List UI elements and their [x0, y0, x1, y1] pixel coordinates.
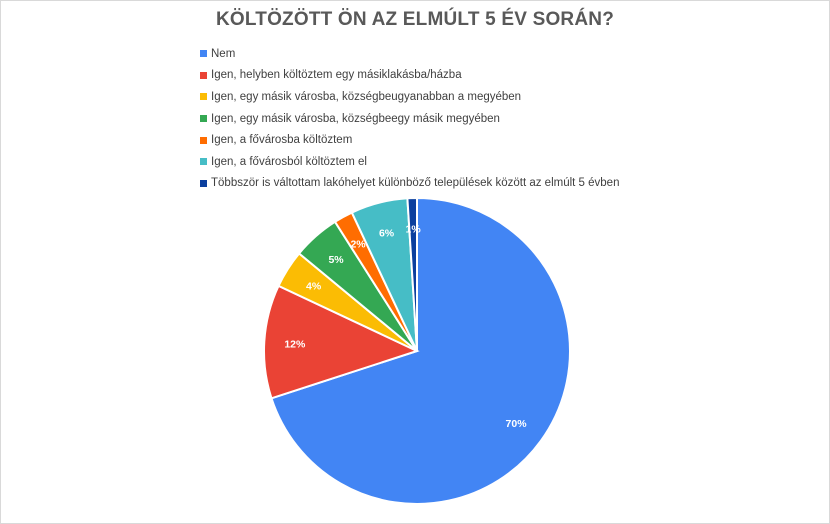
legend-item: Igen, a fővárosból költöztem el	[200, 151, 619, 173]
slice-data-label: 70%	[506, 418, 528, 430]
pie-slice	[263, 284, 420, 400]
legend-item: Többször is váltottam lakóhelyet különbö…	[200, 173, 619, 195]
pie-slice	[270, 196, 571, 505]
slice-data-label: 2%	[350, 239, 366, 251]
legend-label: Igen, egy másik városba, községbeegy más…	[211, 112, 500, 125]
legend-swatch	[200, 136, 207, 144]
legend: Nem Igen, helyben költöztem egy másiklaká…	[200, 43, 619, 194]
slice-data-label: 5%	[328, 254, 344, 266]
slice-data-label: 6%	[379, 227, 395, 239]
legend-item: Igen, a fővárosba költöztem	[200, 129, 619, 151]
legend-item: Igen, egy másik városba, községbeugyanab…	[200, 86, 619, 108]
slice-data-label: 1%	[406, 224, 422, 236]
legend-label: Igen, a fővárosból költöztem el	[211, 155, 367, 168]
legend-label: Nem	[211, 47, 236, 60]
legend-label: Igen, a fővárosba költöztem	[211, 134, 353, 147]
slice-data-label: 4%	[306, 280, 322, 292]
legend-item: Igen, helyben költöztem egy másiklakásba…	[200, 65, 619, 87]
legend-swatch	[200, 158, 207, 166]
legend-swatch	[200, 50, 207, 58]
slice-data-label: 12%	[284, 338, 306, 350]
legend-label: Igen, helyben költöztem egy másiklakásba…	[211, 69, 462, 82]
legend-item: Nem	[200, 43, 619, 65]
legend-swatch	[200, 179, 207, 187]
legend-label: Igen, egy másik városba, községbeugyanab…	[211, 90, 522, 103]
legend-swatch	[200, 115, 207, 123]
legend-label: Többször is váltottam lakóhelyet különbö…	[211, 177, 620, 190]
chart-title: KÖLTÖZÖTT ÖN AZ ELMÚLT 5 ÉV SORÁN?	[215, 9, 615, 30]
pie-slice	[406, 196, 418, 352]
legend-swatch	[200, 71, 207, 79]
legend-item: Igen, egy másik városba, községbeegy más…	[200, 108, 619, 130]
legend-swatch	[200, 93, 207, 101]
